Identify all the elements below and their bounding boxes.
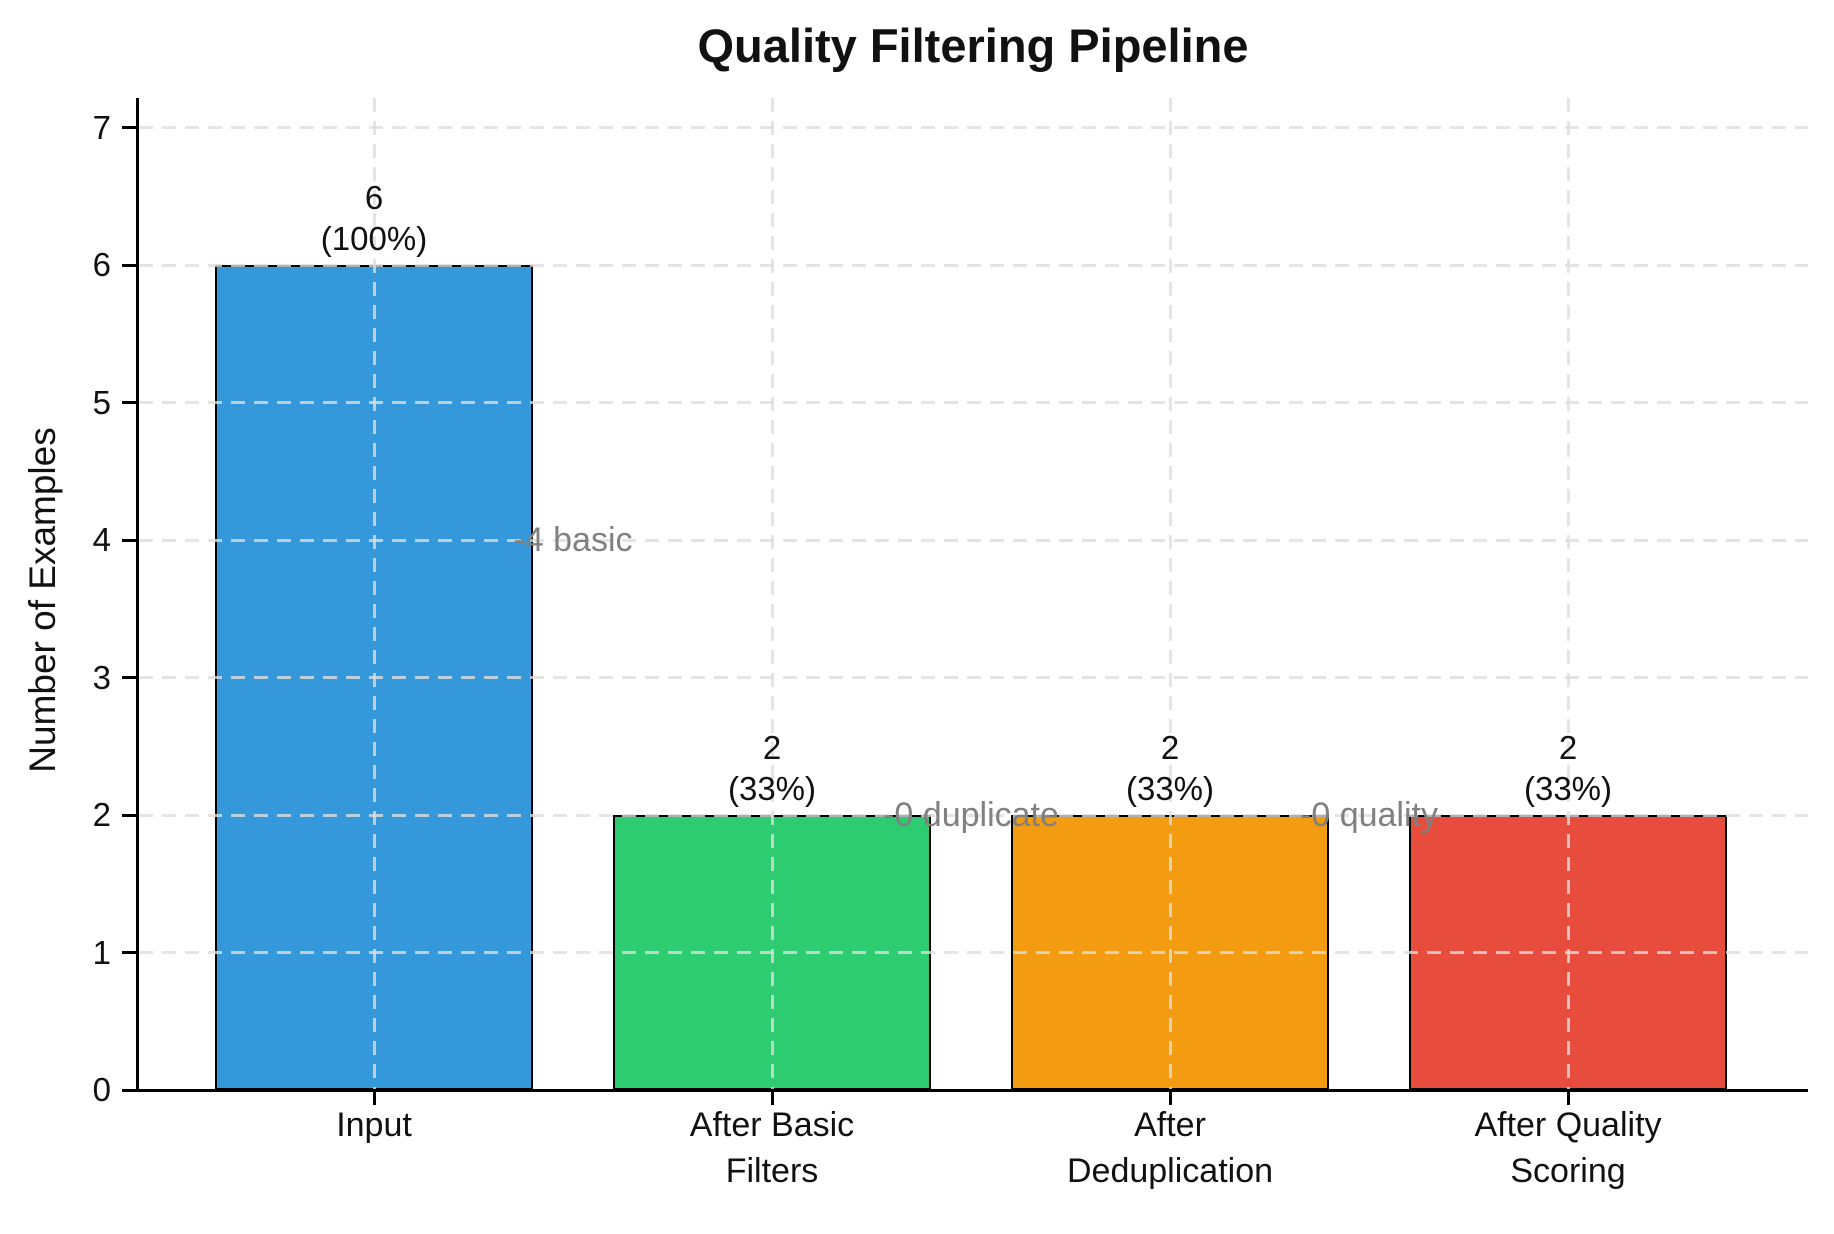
x-tick-label-input: Input <box>336 1106 412 1144</box>
y-tick-0 <box>122 1088 136 1092</box>
gridline-x-input <box>372 98 376 1090</box>
y-tick-label-3: 3 <box>92 658 111 696</box>
gridline-x-after-deduplication <box>1168 98 1172 1090</box>
y-axis-line <box>136 98 139 1090</box>
gridline-y-7 <box>139 126 1808 129</box>
y-tick-label-1: 1 <box>92 933 111 971</box>
y-tick-2 <box>122 813 136 817</box>
y-tick-6 <box>122 263 136 267</box>
x-axis-line <box>136 1088 1808 1092</box>
bar-value-label-input: 6 (100%) <box>320 179 428 257</box>
y-tick-label-2: 2 <box>92 796 111 833</box>
drop-annotation-2: -0 duplicate <box>883 796 1059 834</box>
x-tick-label-after-basic-filters: After Basic Filters <box>689 1106 855 1190</box>
x-tick-input <box>372 1090 376 1105</box>
gridline-y-4 <box>139 538 1808 542</box>
drop-annotation-3: -0 quality <box>1300 796 1438 834</box>
chart-title: Quality Filtering Pipeline <box>697 19 1249 72</box>
y-tick-label-7: 7 <box>92 108 111 146</box>
gridline-y-3 <box>139 676 1808 679</box>
y-tick-label-4: 4 <box>92 521 111 558</box>
y-tick-5 <box>122 401 136 404</box>
x-tick-label-after-deduplication: After Deduplication <box>1066 1106 1274 1190</box>
gridline-y-2 <box>139 813 1808 817</box>
y-tick-label-5: 5 <box>92 383 111 421</box>
x-tick-after-deduplication <box>1168 1090 1172 1105</box>
y-tick-7 <box>122 126 136 129</box>
gridline-y-5 <box>139 401 1808 404</box>
x-tick-label-after-quality-scoring: After Quality Scoring <box>1474 1106 1662 1190</box>
x-tick-after-basic-filters <box>770 1090 774 1105</box>
y-tick-label-0: 0 <box>92 1071 111 1108</box>
y-tick-label-6: 6 <box>92 246 111 283</box>
drop-annotation-1: -4 basic <box>513 521 633 559</box>
y-tick-1 <box>122 951 136 954</box>
y-tick-4 <box>122 538 136 542</box>
y-tick-3 <box>122 676 136 679</box>
bar-value-label-after-deduplication: 2 (33%) <box>1125 729 1215 807</box>
gridline-x-after-quality-scoring <box>1566 98 1570 1090</box>
bar-value-label-after-quality-scoring: 2 (33%) <box>1523 729 1613 807</box>
gridline-y-6 <box>139 263 1808 267</box>
x-tick-after-quality-scoring <box>1566 1090 1570 1105</box>
bar-value-label-after-basic-filters: 2 (33%) <box>727 729 817 807</box>
gridline-x-after-basic-filters <box>770 98 774 1090</box>
gridline-y-1 <box>139 951 1808 954</box>
